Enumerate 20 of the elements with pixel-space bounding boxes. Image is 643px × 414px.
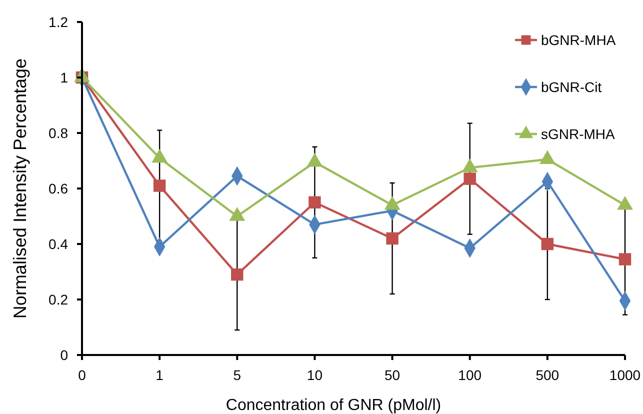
x-tick-label: 0 bbox=[78, 367, 86, 383]
x-tick-label: 1000 bbox=[609, 367, 641, 383]
y-tick-label: 0.6 bbox=[48, 180, 68, 196]
legend-label: bGNR-Cit bbox=[541, 78, 602, 95]
x-tick-label: 500 bbox=[536, 367, 560, 383]
x-tick-label: 10 bbox=[306, 367, 323, 383]
y-tick-label: 0.8 bbox=[48, 124, 68, 141]
x-tick-label: 5 bbox=[233, 367, 242, 383]
y-tick-label: 0.4 bbox=[48, 236, 68, 252]
legend-label: bGNR-MHA bbox=[541, 32, 616, 48]
y-tick-label: 1.2 bbox=[48, 14, 68, 30]
x-tick-label: 100 bbox=[458, 367, 482, 383]
y-tick-label: 0 bbox=[60, 346, 68, 363]
y-tick-label: 1 bbox=[60, 69, 68, 86]
y-axis-title: Normalised Intensity Percentage bbox=[10, 58, 30, 319]
y-tick-label: 0.2 bbox=[48, 291, 68, 308]
x-tick-label: 50 bbox=[384, 367, 400, 383]
x-axis-title: Concentration of GNR (pMol/l) bbox=[226, 397, 442, 414]
x-tick-label: 1 bbox=[156, 367, 164, 383]
legend-label: sGNR-MHA bbox=[541, 126, 616, 142]
